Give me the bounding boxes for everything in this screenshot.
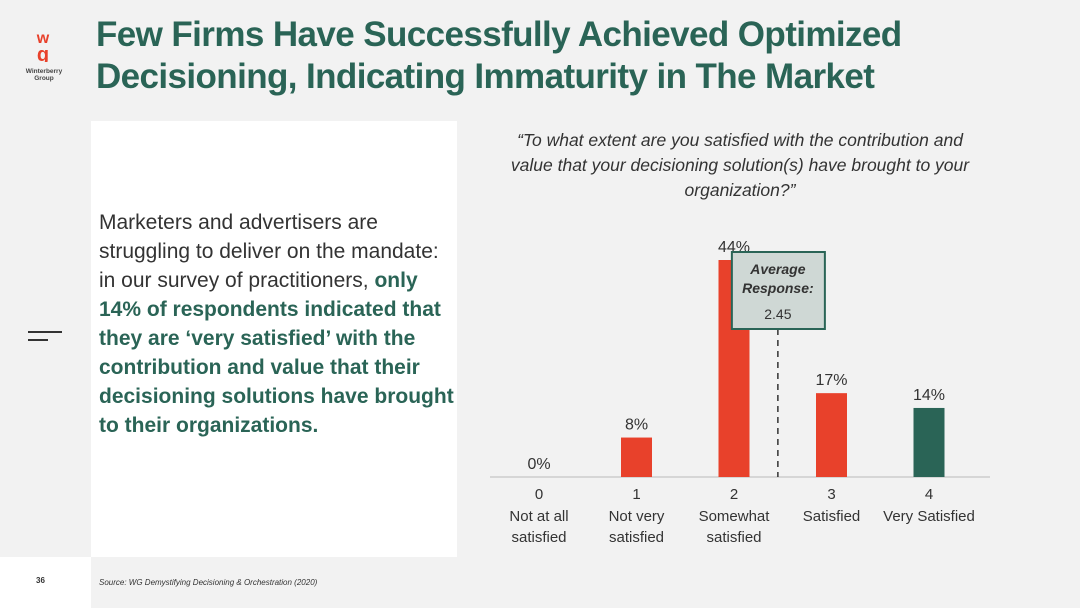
x-category-label-1-2: satisfied	[609, 529, 664, 546]
bar-3	[816, 393, 847, 477]
average-response-box	[730, 251, 826, 330]
bar-value-label-1: 8%	[625, 417, 648, 434]
footer	[0, 557, 1080, 608]
dash-mark-top	[28, 331, 62, 333]
body-text: Marketers and advertisers are struggling…	[99, 208, 454, 440]
x-tick-label-0: 0	[535, 486, 543, 503]
bar-value-label-4: 14%	[913, 387, 945, 404]
logo-brand-line2: Group	[34, 75, 54, 82]
winterberry-logo: w g Winterberry Group	[20, 28, 68, 88]
x-tick-label-4: 4	[925, 486, 933, 503]
x-category-label-1-1: Not very	[609, 508, 665, 525]
x-category-label-0-2: satisfied	[511, 529, 566, 546]
page-number: 36	[36, 576, 45, 585]
svg-text:g: g	[37, 44, 49, 62]
logo-brand-line1: Winterberry	[25, 68, 63, 75]
x-category-label-0-1: Not at all	[509, 508, 568, 525]
average-value: 2.45	[764, 306, 791, 322]
average-label-line1: Average	[749, 261, 805, 277]
x-tick-label-3: 3	[827, 486, 835, 503]
average-label-line2: Response:	[742, 280, 814, 296]
page-title-line1: Few Firms Have Successfully Achieved Opt…	[96, 15, 902, 54]
x-category-label-3-1: Satisfied	[803, 508, 861, 525]
bar-value-label-0: 0%	[527, 456, 550, 473]
survey-question: “To what extent are you satisfied with t…	[510, 130, 970, 200]
body-text-highlight: only 14% of respondents indicated that t…	[99, 269, 454, 437]
page-title: Few Firms Have Successfully Achieved Opt…	[96, 14, 1056, 98]
bar-value-label-3: 17%	[815, 372, 847, 389]
bar-1	[621, 437, 652, 477]
body-text-plain: Marketers and advertisers are struggling…	[99, 211, 439, 292]
page-title-line2: Decisioning, Indicating Immaturity in Th…	[96, 57, 875, 96]
text-panel	[91, 121, 457, 557]
x-category-label-2-1: Somewhat	[699, 508, 771, 525]
satisfaction-bar-chart: 0% 0 Not at all satisfied 8% 1 Not very satisfi…	[490, 239, 990, 546]
bar-4	[913, 407, 945, 477]
footer-left-block	[0, 557, 91, 608]
source-note: Source: WG Demystifying Decisioning & Or…	[99, 578, 318, 587]
dash-mark-bottom	[28, 339, 48, 341]
wg-logo-mark: w g	[36, 30, 50, 62]
x-category-label-4-1: Very Satisfied	[883, 508, 975, 525]
x-tick-label-2: 2	[730, 486, 738, 503]
x-category-label-2-2: satisfied	[706, 529, 761, 546]
x-tick-label-1: 1	[632, 486, 640, 503]
svg-text:w: w	[36, 30, 50, 47]
